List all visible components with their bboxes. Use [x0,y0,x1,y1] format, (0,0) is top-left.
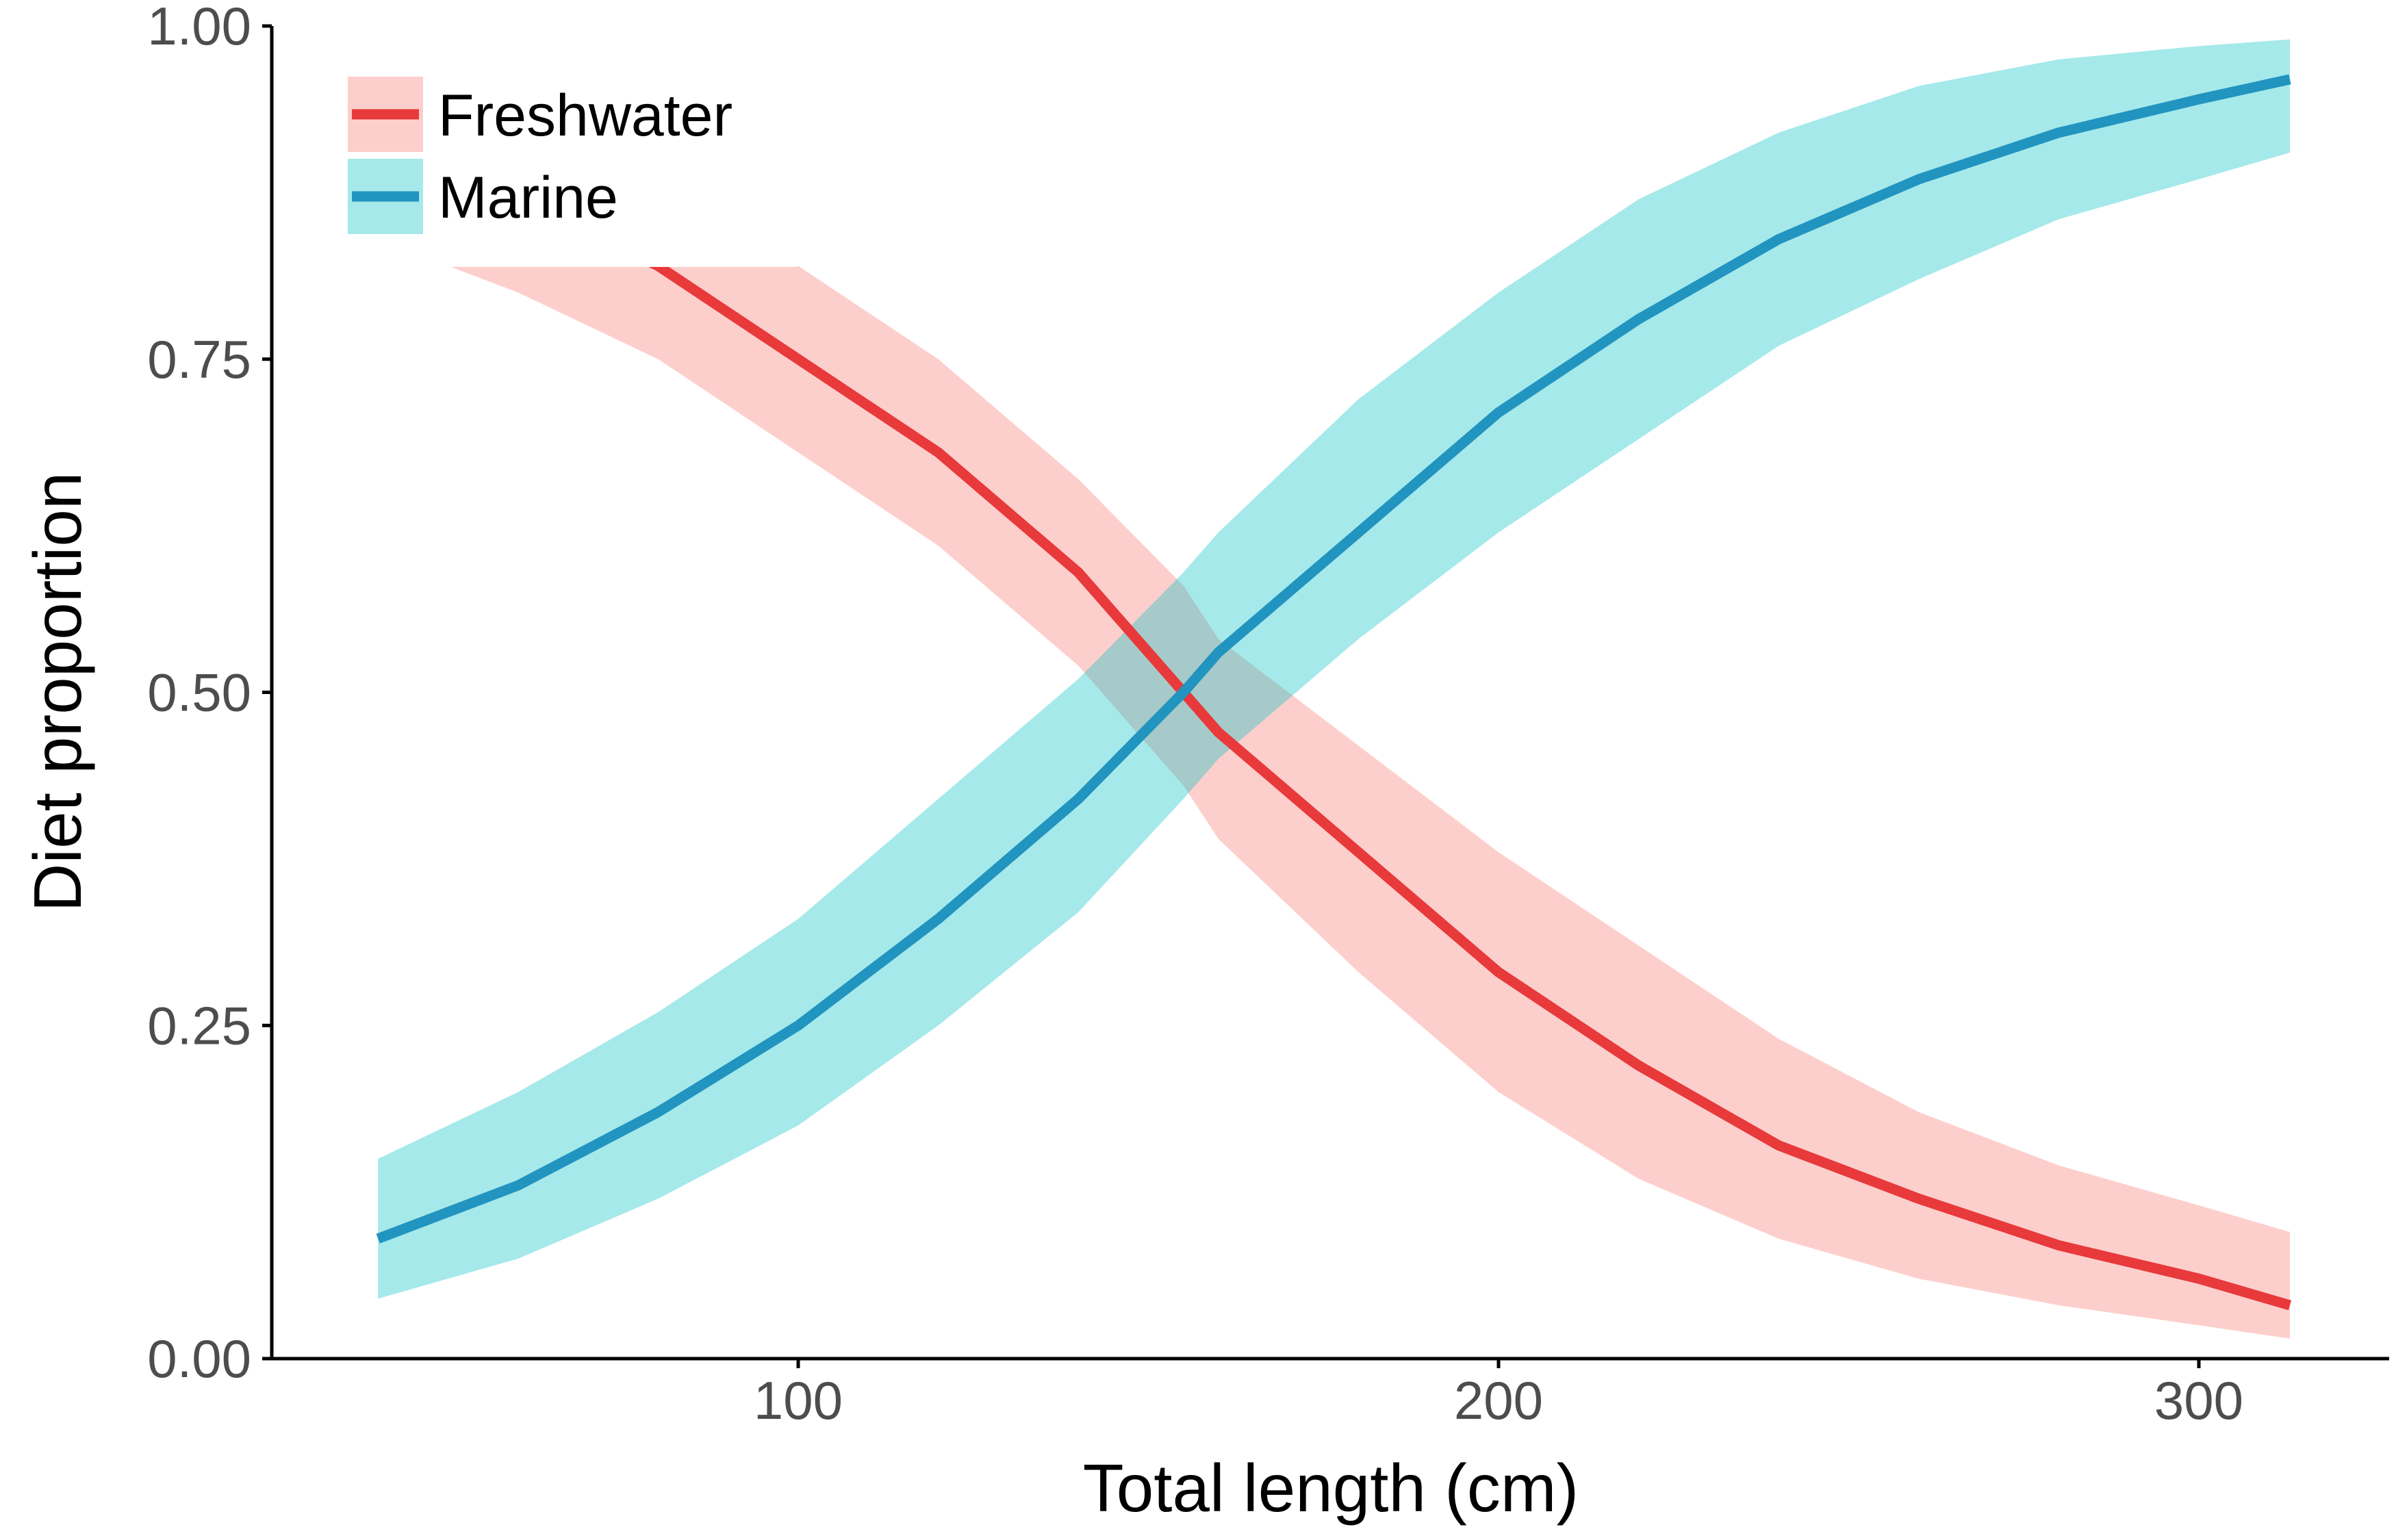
axis-ticks: 0.00 0.25 0.50 0.75 1.00 100 200 300 [147,0,2243,1430]
legend-label: Freshwater [438,83,732,149]
y-tick-label: 0.25 [147,995,251,1055]
y-tick-label: 0.75 [147,329,251,389]
legend-label: Marine [438,165,618,231]
y-tick-label: 0.50 [147,663,251,723]
line-freshwater [376,141,2292,1311]
y-tick-label: 1.00 [147,0,251,56]
x-axis-title: Total length (cm) [1083,1450,1579,1526]
line-marine [376,74,2291,1244]
x-tick-label: 100 [754,1370,843,1430]
legend-background [346,68,798,267]
band-freshwater [378,92,2291,1339]
x-tick-label: 300 [2154,1370,2243,1430]
y-axis-title: Diet proportion [20,472,95,912]
legend: Freshwater Marine [346,68,798,267]
y-tick-label: 0.00 [147,1329,251,1389]
series-lines [376,74,2292,1311]
x-tick-label: 200 [1454,1370,1543,1430]
